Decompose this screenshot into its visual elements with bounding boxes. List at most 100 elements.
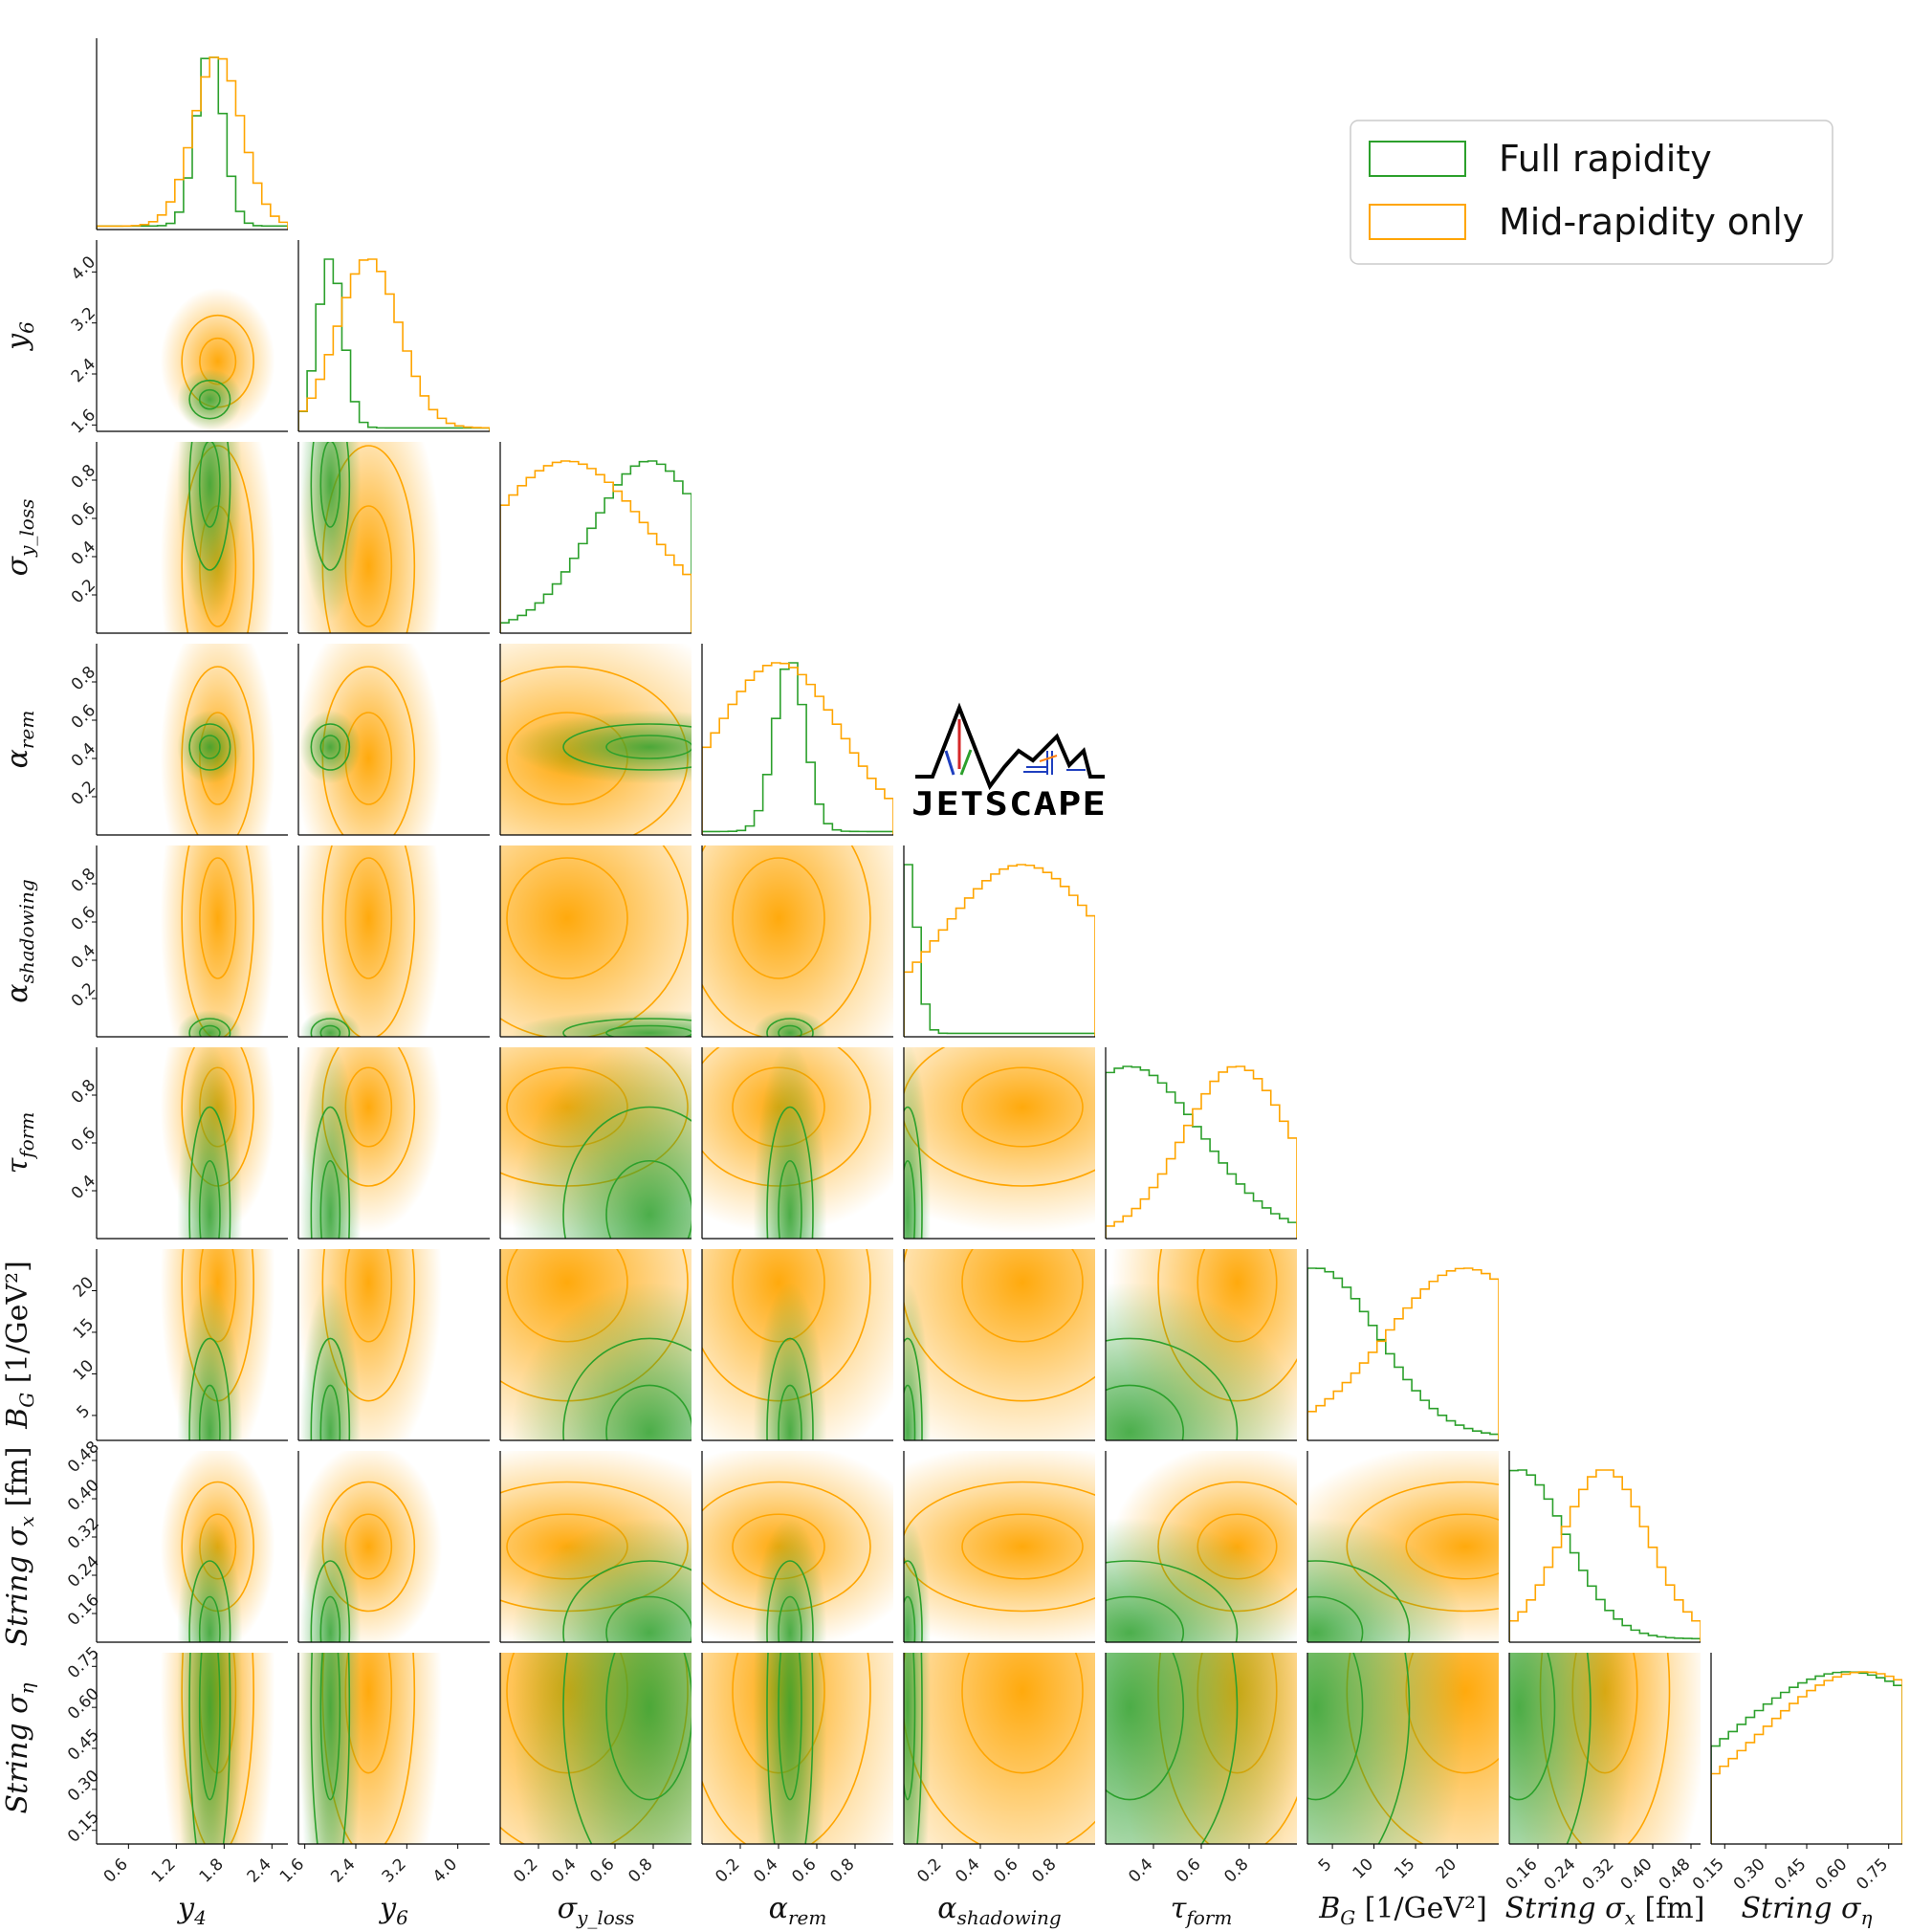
xtick-label-string-2: 0.45 [1771, 1855, 1811, 1894]
contour-outer-full-rem-vs-b-g-1-gev [766, 1337, 814, 1440]
contour-outer-full-shadowing-vs-form [904, 1106, 923, 1239]
contour-outer-full-rem-vs-shadowing [766, 1018, 814, 1037]
contour-outer-full-yloss-vs-b-g-1-gev [562, 1337, 692, 1440]
contour-inner-full-y-4-vs-y-6 [198, 388, 221, 410]
density-mid-y-6-vs-rem [298, 644, 443, 835]
contour-outer-mid-y-6-vs-shadowing [321, 845, 416, 1037]
ytick-label-b-g-1-gev-0: 5 [74, 1401, 95, 1422]
density-full-y-6-vs-b-g-1-gev [299, 1282, 362, 1440]
ytick-label-shadowing-0: 0.2 [68, 979, 99, 1011]
ytick-label-yloss-2: 0.6 [68, 499, 99, 531]
density-full-yloss-vs-string [512, 1653, 692, 1844]
panel-y-4-vs-b-g-1-gev: 5 10 15 20 [70, 1249, 288, 1441]
contour-outer-mid-shadowing-vs-string-x-fm [904, 1481, 1095, 1613]
contour-inner-mid-shadowing-vs-b-g-1-gev [961, 1249, 1084, 1343]
xlabel-form: τform [1171, 1892, 1233, 1929]
contour-outer-mid-y-6-vs-b-g-1-gev [321, 1249, 416, 1402]
contour-inner-full-form-vs-string-x-fm [1106, 1595, 1185, 1642]
xtick-label-y-4-3: 2.4 [244, 1855, 275, 1886]
density-full-rem-vs-b-g-1-gev [753, 1282, 827, 1440]
contour-outer-full-shadowing-vs-string [916, 1653, 923, 1844]
density-full-yloss-vs-form [512, 1047, 692, 1239]
contour-outer-full-rem-vs-string-x-fm [766, 1560, 814, 1642]
ytick-label-string-x-fm-1: 0.24 [64, 1552, 103, 1592]
panel-y-4 [96, 38, 288, 231]
xtick-label-string-1: 0.30 [1730, 1855, 1769, 1894]
ytick-label-b-g-1-gev-1: 10 [70, 1356, 98, 1384]
contour-outer-full-y-6-vs-form [310, 1106, 351, 1239]
xtick-label-y-6-2: 3.2 [379, 1855, 410, 1886]
contour-inner-full-rem-vs-string-x-fm [778, 1595, 802, 1642]
ytick-label-y-6-1: 2.4 [68, 355, 99, 386]
contour-inner-full-shadowing-vs-form [904, 1159, 916, 1239]
contour-inner-full-y-4-vs-shadowing [198, 1024, 221, 1037]
density-full-yloss-vs-b-g-1-gev [512, 1282, 692, 1440]
xtick-label-yloss-0: 0.2 [510, 1855, 541, 1886]
xtick-label-shadowing-2: 0.6 [990, 1855, 1021, 1886]
contour-outer-full-shadowing-vs-b-g-1-gev [904, 1337, 923, 1440]
contour-outer-full-rem-vs-string [766, 1653, 814, 1844]
density-full-y-6-vs-shadowing [299, 1010, 362, 1037]
contour-inner-full-y-6-vs-form [319, 1159, 341, 1239]
hist-mid-rem [702, 662, 893, 835]
density-full-yloss-vs-string-x-fm [512, 1518, 692, 1642]
hist-full-shadowing [904, 864, 1095, 1037]
hist-mid-shadowing [904, 864, 1095, 1037]
density-mid-shadowing-vs-form [904, 1047, 1095, 1234]
logo-hatch [1023, 751, 1086, 775]
legend-box [1350, 120, 1833, 265]
contour-outer-full-y-6-vs-string [310, 1653, 351, 1844]
contour-outer-full-form-vs-string [1200, 1653, 1239, 1844]
ytick-label-string-4: 0.75 [64, 1643, 103, 1682]
panel-shadowing-vs-string-x-fm [903, 1451, 1095, 1643]
contour-outer-full-y-4-vs-form [188, 1106, 231, 1239]
xtick-label-rem-3: 0.8 [826, 1855, 858, 1886]
xtick-label-y-6-3: 4.0 [429, 1855, 461, 1886]
xtick-label-form-2: 0.8 [1220, 1855, 1252, 1886]
contour-inner-full-y-4-vs-string-x-fm [198, 1595, 221, 1642]
ytick-label-y-6-0: 1.6 [68, 406, 99, 437]
contour-outer-full-y-6-vs-rem [310, 723, 351, 771]
contour-inner-mid-y-6-vs-shadowing [344, 857, 393, 979]
jetscape-logo: JETSCAPE [911, 702, 1106, 823]
contour-inner-mid-yloss-vs-shadowing [506, 857, 628, 979]
ylabel-form: τform [1, 1112, 38, 1175]
contour-outer-full-b-g-1-gev-vs-string [1377, 1653, 1411, 1844]
panel-yloss-vs-string-x-fm [499, 1451, 692, 1643]
contour-inner-full-y-6-vs-string-x-fm [319, 1595, 341, 1642]
density-full-rem-vs-form [753, 1047, 827, 1239]
xtick-label-rem-1: 0.4 [750, 1855, 781, 1886]
panel-form [1105, 1047, 1297, 1240]
ytick-label-shadowing-2: 0.6 [68, 903, 99, 934]
contour-outer-full-y-6-vs-b-g-1-gev [310, 1337, 351, 1440]
density-full-form-vs-string [1106, 1653, 1297, 1844]
ylabel-string-x-fm: String σx [fm] [1, 1447, 38, 1647]
panel-yloss-vs-shadowing [499, 845, 692, 1038]
contour-inner-full-y-4-vs-yloss [198, 442, 221, 528]
contour-outer-full-rem-vs-form [766, 1106, 814, 1239]
ytick-label-rem-0: 0.2 [68, 778, 99, 809]
contour-outer-full-b-g-1-gev-vs-string-x-fm [1307, 1560, 1411, 1642]
density-mid-shadowing-vs-string [904, 1653, 1095, 1844]
contour-outer-full-y-6-vs-string-x-fm [310, 1560, 351, 1642]
panel-b-g-1-gev-vs-string-x-fm [1306, 1451, 1499, 1643]
xlabel-shadowing: αshadowing [937, 1892, 1061, 1929]
xtick-label-yloss-2: 0.6 [586, 1855, 618, 1886]
ytick-label-string-1: 0.30 [64, 1767, 103, 1806]
panel-y-6 [297, 240, 490, 432]
hist-full-rem [702, 662, 893, 835]
xtick-label-string-0: 0.15 [1689, 1855, 1728, 1894]
legend-label-mid: Mid-rapidity only [1499, 201, 1804, 243]
density-mid-yloss-vs-shadowing [500, 845, 692, 1037]
xtick-label-string-x-fm-1: 0.24 [1541, 1855, 1580, 1894]
legend: Full rapidity Mid-rapidity only [1350, 120, 1833, 265]
panel-y-6-vs-form [297, 1047, 490, 1240]
ylabel-b-g-1-gev: BG [1/GeV²] [1, 1261, 38, 1430]
contour-outer-mid-rem-vs-shadowing [702, 845, 871, 1037]
panel-y-6-vs-yloss [297, 442, 490, 634]
panel-y-6-vs-rem [297, 644, 490, 836]
density-full-shadowing-vs-string [904, 1653, 931, 1844]
contour-inner-mid-y-6-vs-b-g-1-gev [344, 1249, 393, 1343]
density-full-y-4-vs-string-x-fm [177, 1518, 243, 1642]
ylabel-yloss: σy_loss [1, 499, 38, 577]
